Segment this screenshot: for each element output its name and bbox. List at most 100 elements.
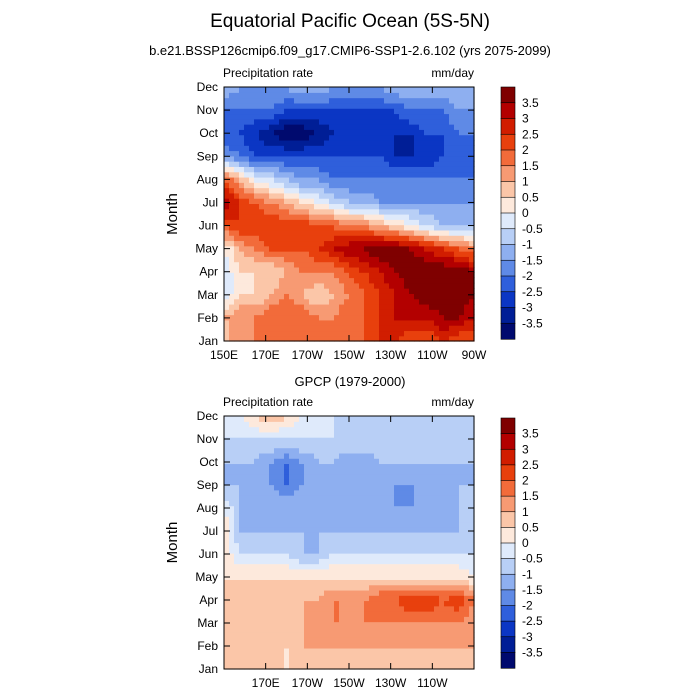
heatmap-cell (344, 616, 350, 623)
heatmap-cell (439, 224, 445, 231)
heatmap-cell (264, 282, 270, 289)
heatmap-cell (344, 563, 350, 570)
heatmap-cell (274, 510, 280, 517)
heatmap-cell (279, 658, 285, 665)
colorbar-label: -3 (522, 630, 533, 644)
heatmap-cell (404, 589, 410, 596)
heatmap-cell (299, 102, 305, 109)
heatmap-cell (229, 653, 235, 660)
heatmap-cell (384, 187, 390, 194)
heatmap-cell (444, 118, 450, 125)
heatmap-cell (239, 282, 245, 289)
heatmap-cell (364, 166, 370, 173)
heatmap-cell (304, 182, 310, 189)
heatmap-cell (369, 473, 375, 480)
heatmap-cell (404, 235, 410, 242)
heatmap-cell (369, 537, 375, 544)
heatmap-cell (409, 335, 415, 342)
heatmap-cell (454, 626, 460, 633)
heatmap-cell (224, 277, 230, 284)
heatmap-cell (374, 145, 380, 152)
heatmap-cell (304, 335, 310, 342)
heatmap-cell (239, 145, 245, 152)
heatmap-cell (434, 261, 440, 268)
heatmap-cell (264, 558, 270, 565)
heatmap-cell (394, 155, 400, 162)
heatmap-cell (239, 309, 245, 316)
heatmap-cell (419, 426, 425, 433)
heatmap-cell (319, 568, 325, 575)
heatmap-cell (459, 240, 465, 247)
heatmap-cell (419, 484, 425, 491)
heatmap-cell (334, 245, 340, 252)
heatmap-cell (339, 452, 345, 459)
heatmap-cell (379, 605, 385, 612)
heatmap-cell (299, 568, 305, 575)
heatmap-cell (324, 637, 330, 644)
heatmap-cell (319, 526, 325, 533)
heatmap-cell (434, 531, 440, 538)
heatmap-cell (344, 473, 350, 480)
heatmap-cell (354, 563, 360, 570)
heatmap-cell (244, 521, 250, 528)
heatmap-cell (309, 452, 315, 459)
heatmap-cell (404, 325, 410, 332)
heatmap-cell (469, 288, 475, 294)
colorbar-label: -2.5 (522, 614, 543, 628)
heatmap-cell (224, 155, 230, 162)
heatmap-cell (339, 335, 345, 342)
heatmap-cell (424, 626, 430, 633)
heatmap-cell (294, 192, 300, 199)
heatmap-cell (374, 208, 380, 215)
heatmap-cell (309, 251, 315, 257)
heatmap-cell (414, 621, 420, 628)
heatmap-cell (244, 282, 250, 289)
heatmap-cell (379, 330, 385, 337)
heatmap-cell (319, 171, 325, 178)
heatmap-cell (444, 595, 450, 602)
heatmap-cell (224, 192, 230, 199)
heatmap-cell (254, 161, 260, 167)
heatmap-cell (234, 134, 240, 141)
heatmap-cell (229, 166, 235, 173)
heatmap-cell (459, 245, 465, 252)
heatmap-cell (224, 293, 230, 300)
heatmap-cell (384, 558, 390, 565)
heatmap-cell (379, 495, 385, 501)
heatmap-cell (444, 584, 450, 591)
heatmap-cell (319, 314, 325, 321)
heatmap-cell (349, 129, 355, 136)
heatmap-cell (434, 568, 440, 575)
heatmap-cell (279, 579, 285, 586)
heatmap-cell (409, 468, 415, 475)
heatmap-cell (274, 266, 280, 273)
heatmap-cell (259, 605, 265, 612)
heatmap-cell (229, 102, 235, 109)
heatmap-cell (284, 108, 290, 115)
heatmap-cell (309, 642, 315, 649)
heatmap-cell (279, 229, 285, 236)
heatmap-cell (259, 266, 265, 273)
heatmap-cell (244, 219, 250, 226)
heatmap-cell (324, 118, 330, 125)
heatmap-cell (424, 526, 430, 533)
heatmap-cell (309, 426, 315, 433)
heatmap-cell (449, 526, 455, 533)
heatmap-cell (254, 298, 260, 305)
heatmap-cell (304, 187, 310, 194)
heatmap-cell (229, 416, 235, 422)
heatmap-cell (324, 558, 330, 565)
colorbar-swatch (500, 275, 516, 293)
heatmap-cell (379, 92, 385, 99)
heatmap-cell (364, 416, 370, 422)
heatmap-cell (464, 647, 470, 654)
heatmap-cell (229, 124, 235, 130)
heatmap-cell (459, 568, 465, 575)
heatmap-cell (329, 647, 335, 654)
heatmap-cell (419, 547, 425, 554)
heatmap-cell (349, 256, 355, 263)
heatmap-cell (249, 563, 255, 570)
heatmap-cell (324, 192, 330, 199)
heatmap-cell (374, 198, 380, 205)
heatmap-cell (249, 176, 255, 183)
